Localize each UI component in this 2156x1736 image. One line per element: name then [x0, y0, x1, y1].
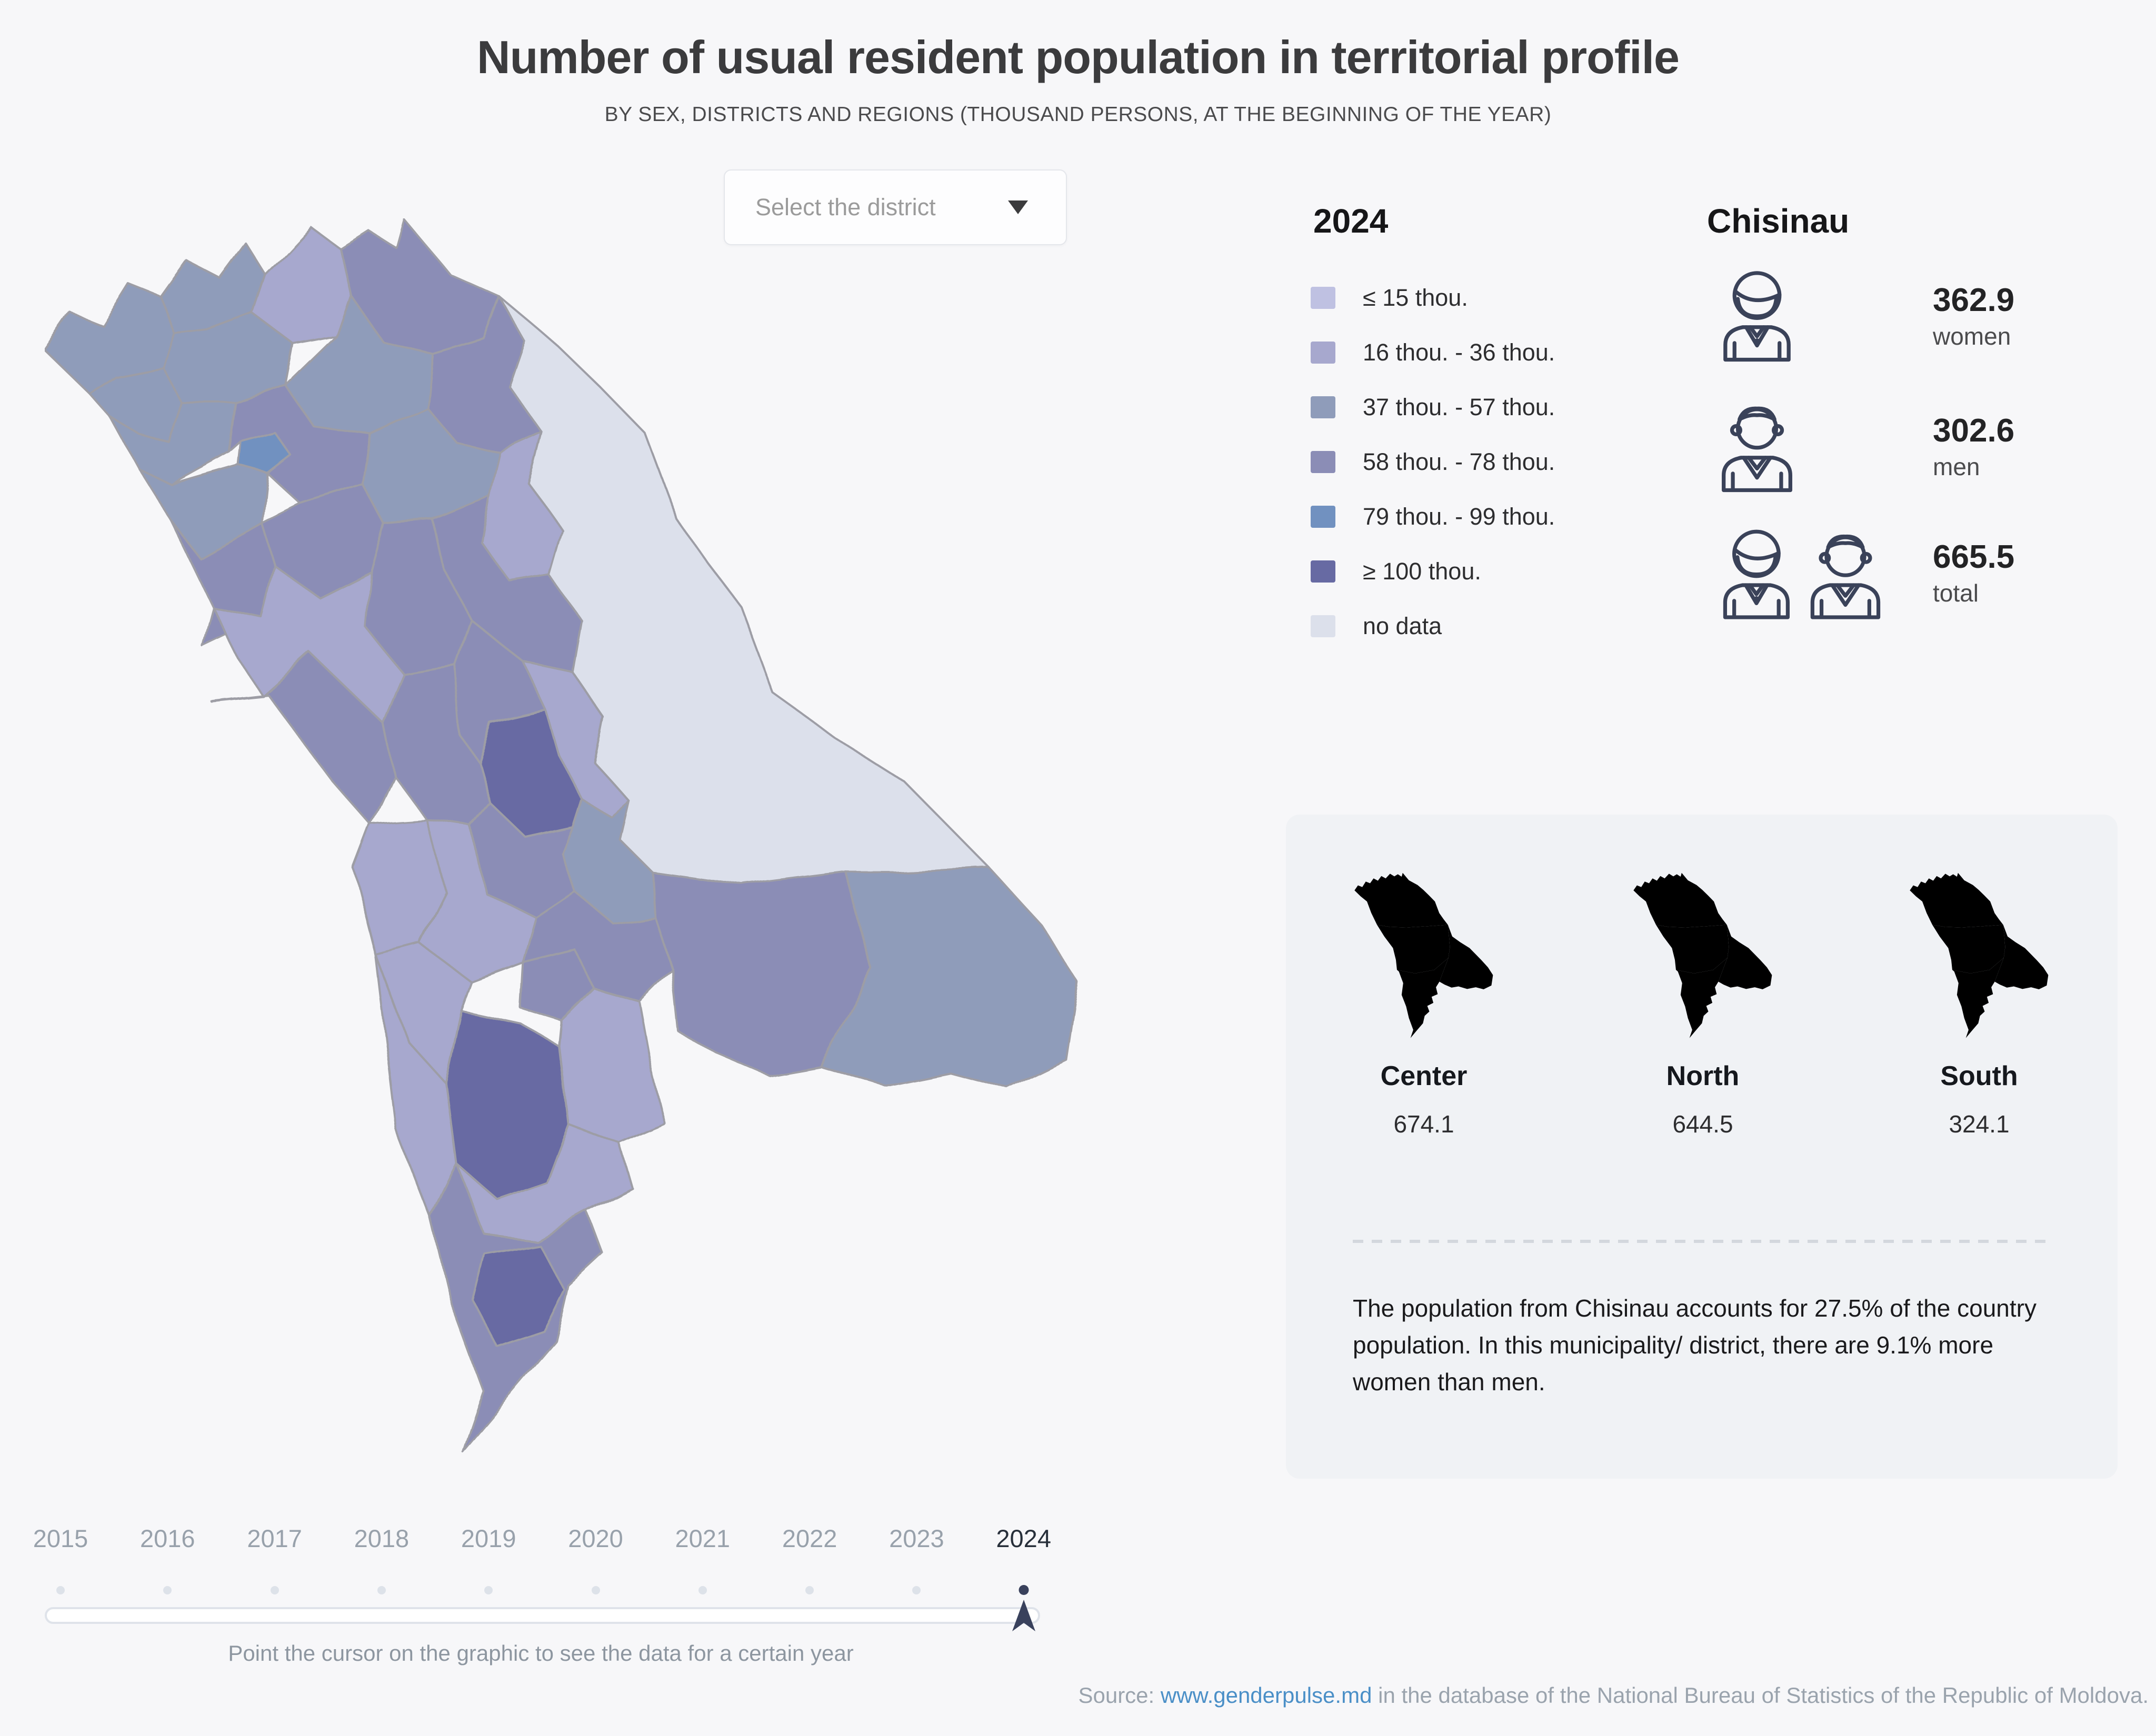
- year-label-2017[interactable]: 2017: [247, 1524, 302, 1552]
- woman-man-icon: [1707, 519, 1897, 627]
- year-slider-cursor-icon[interactable]: [1011, 1599, 1036, 1633]
- region-name: Center: [1380, 1061, 1468, 1091]
- year-label-2016[interactable]: 2016: [140, 1524, 195, 1552]
- year-dot-2015[interactable]: [56, 1586, 65, 1594]
- district-shape[interactable]: [558, 987, 666, 1145]
- year-label-2021[interactable]: 2021: [675, 1524, 731, 1552]
- year-dot-2016[interactable]: [163, 1586, 172, 1594]
- source-prefix: Source:: [1078, 1683, 1161, 1708]
- stat-women: 362.9 women: [1933, 282, 2014, 350]
- legend-item: ≥ 100 thou.: [1311, 544, 1555, 599]
- page-title: Number of usual resident population in t…: [477, 31, 1680, 83]
- region-value: 644.5: [1672, 1110, 1733, 1138]
- year-dot-2022[interactable]: [805, 1586, 814, 1594]
- district-shape[interactable]: [212, 565, 405, 725]
- legend: ≤ 15 thou. 16 thou. - 36 thou. 37 thou. …: [1311, 270, 1555, 654]
- selected-district-title: Chisinau: [1707, 202, 1850, 240]
- source-line: Source: www.genderpulse.md in the databa…: [1078, 1683, 2149, 1708]
- year-label-2015[interactable]: 2015: [33, 1524, 88, 1552]
- district-shape-stefan-voda[interactable]: [819, 867, 1079, 1089]
- district-shape[interactable]: [209, 651, 395, 826]
- year-label-2023[interactable]: 2023: [889, 1524, 944, 1552]
- region-minimap-north[interactable]: North 644.5: [1629, 871, 1776, 1138]
- source-suffix: in the database of the National Bureau o…: [1372, 1683, 2149, 1708]
- legend-swatch: [1311, 287, 1335, 309]
- region-value: 324.1: [1949, 1110, 2010, 1138]
- year-dot-2019[interactable]: [484, 1586, 493, 1594]
- region-name: South: [1940, 1061, 2018, 1091]
- year-slider-track[interactable]: [45, 1607, 1040, 1624]
- moldova-choropleth-map[interactable]: [45, 218, 1079, 1455]
- stat-value: 302.6: [1933, 413, 2015, 449]
- region-minimap-south[interactable]: South 324.1: [1905, 871, 2053, 1138]
- legend-item: ≤ 15 thou.: [1311, 270, 1555, 325]
- year-dot-2024[interactable]: [1019, 1585, 1029, 1595]
- district-select-placeholder: Select the district: [755, 194, 936, 220]
- chevron-down-icon: [1008, 200, 1028, 214]
- legend-swatch: [1311, 342, 1335, 364]
- region-name: North: [1666, 1061, 1740, 1091]
- legend-item: 79 thou. - 99 thou.: [1311, 489, 1555, 544]
- legend-item: no data: [1311, 599, 1555, 654]
- legend-swatch: [1311, 451, 1335, 473]
- district-shape-vulcanesti[interactable]: [472, 1243, 566, 1348]
- legend-swatch: [1311, 615, 1335, 637]
- district-shape[interactable]: [228, 384, 372, 505]
- stat-label: total: [1933, 579, 1979, 607]
- source-link[interactable]: www.genderpulse.md: [1160, 1683, 1372, 1708]
- year-dot-2023[interactable]: [912, 1586, 921, 1594]
- stat-value: 362.9: [1933, 282, 2015, 318]
- year-dot-2017[interactable]: [270, 1586, 279, 1594]
- legend-year: 2024: [1313, 202, 1389, 240]
- legend-swatch: [1311, 506, 1335, 528]
- slider-hint: Point the cursor on the graphic to see t…: [228, 1641, 854, 1665]
- district-shape-balti[interactable]: [237, 432, 292, 474]
- stat-total: 665.5 total: [1933, 538, 2014, 607]
- stat-label: men: [1933, 453, 1980, 480]
- legend-swatch: [1311, 396, 1335, 418]
- man-icon: [1707, 393, 1807, 498]
- year-label-2019[interactable]: 2019: [461, 1524, 516, 1552]
- year-dot-2018[interactable]: [377, 1586, 386, 1594]
- year-dot-2021[interactable]: [698, 1586, 707, 1594]
- year-label-2020[interactable]: 2020: [568, 1524, 623, 1552]
- stat-men: 302.6 men: [1933, 412, 2014, 481]
- year-label-2022[interactable]: 2022: [782, 1524, 837, 1552]
- page-subtitle: BY SEX, DISTRICTS AND REGIONS (THOUSAND …: [604, 103, 1552, 126]
- region-value: 674.1: [1393, 1110, 1454, 1138]
- dashed-divider: [1353, 1240, 2053, 1243]
- region-minimap-center[interactable]: Center 674.1: [1350, 871, 1498, 1138]
- legend-swatch: [1311, 560, 1335, 583]
- district-note: The population from Chisinau accounts fo…: [1353, 1295, 2037, 1396]
- year-dot-2020[interactable]: [591, 1586, 600, 1594]
- year-label-2018[interactable]: 2018: [354, 1524, 410, 1552]
- woman-icon: [1707, 262, 1807, 367]
- legend-item: 16 thou. - 36 thou.: [1311, 325, 1555, 380]
- district-select[interactable]: Select the district: [724, 169, 1067, 245]
- stat-label: women: [1933, 323, 2011, 350]
- year-label-2024[interactable]: 2024: [996, 1524, 1051, 1552]
- legend-item: 58 thou. - 78 thou.: [1311, 435, 1555, 489]
- stat-value: 665.5: [1933, 539, 2015, 575]
- legend-item: 37 thou. - 57 thou.: [1311, 380, 1555, 435]
